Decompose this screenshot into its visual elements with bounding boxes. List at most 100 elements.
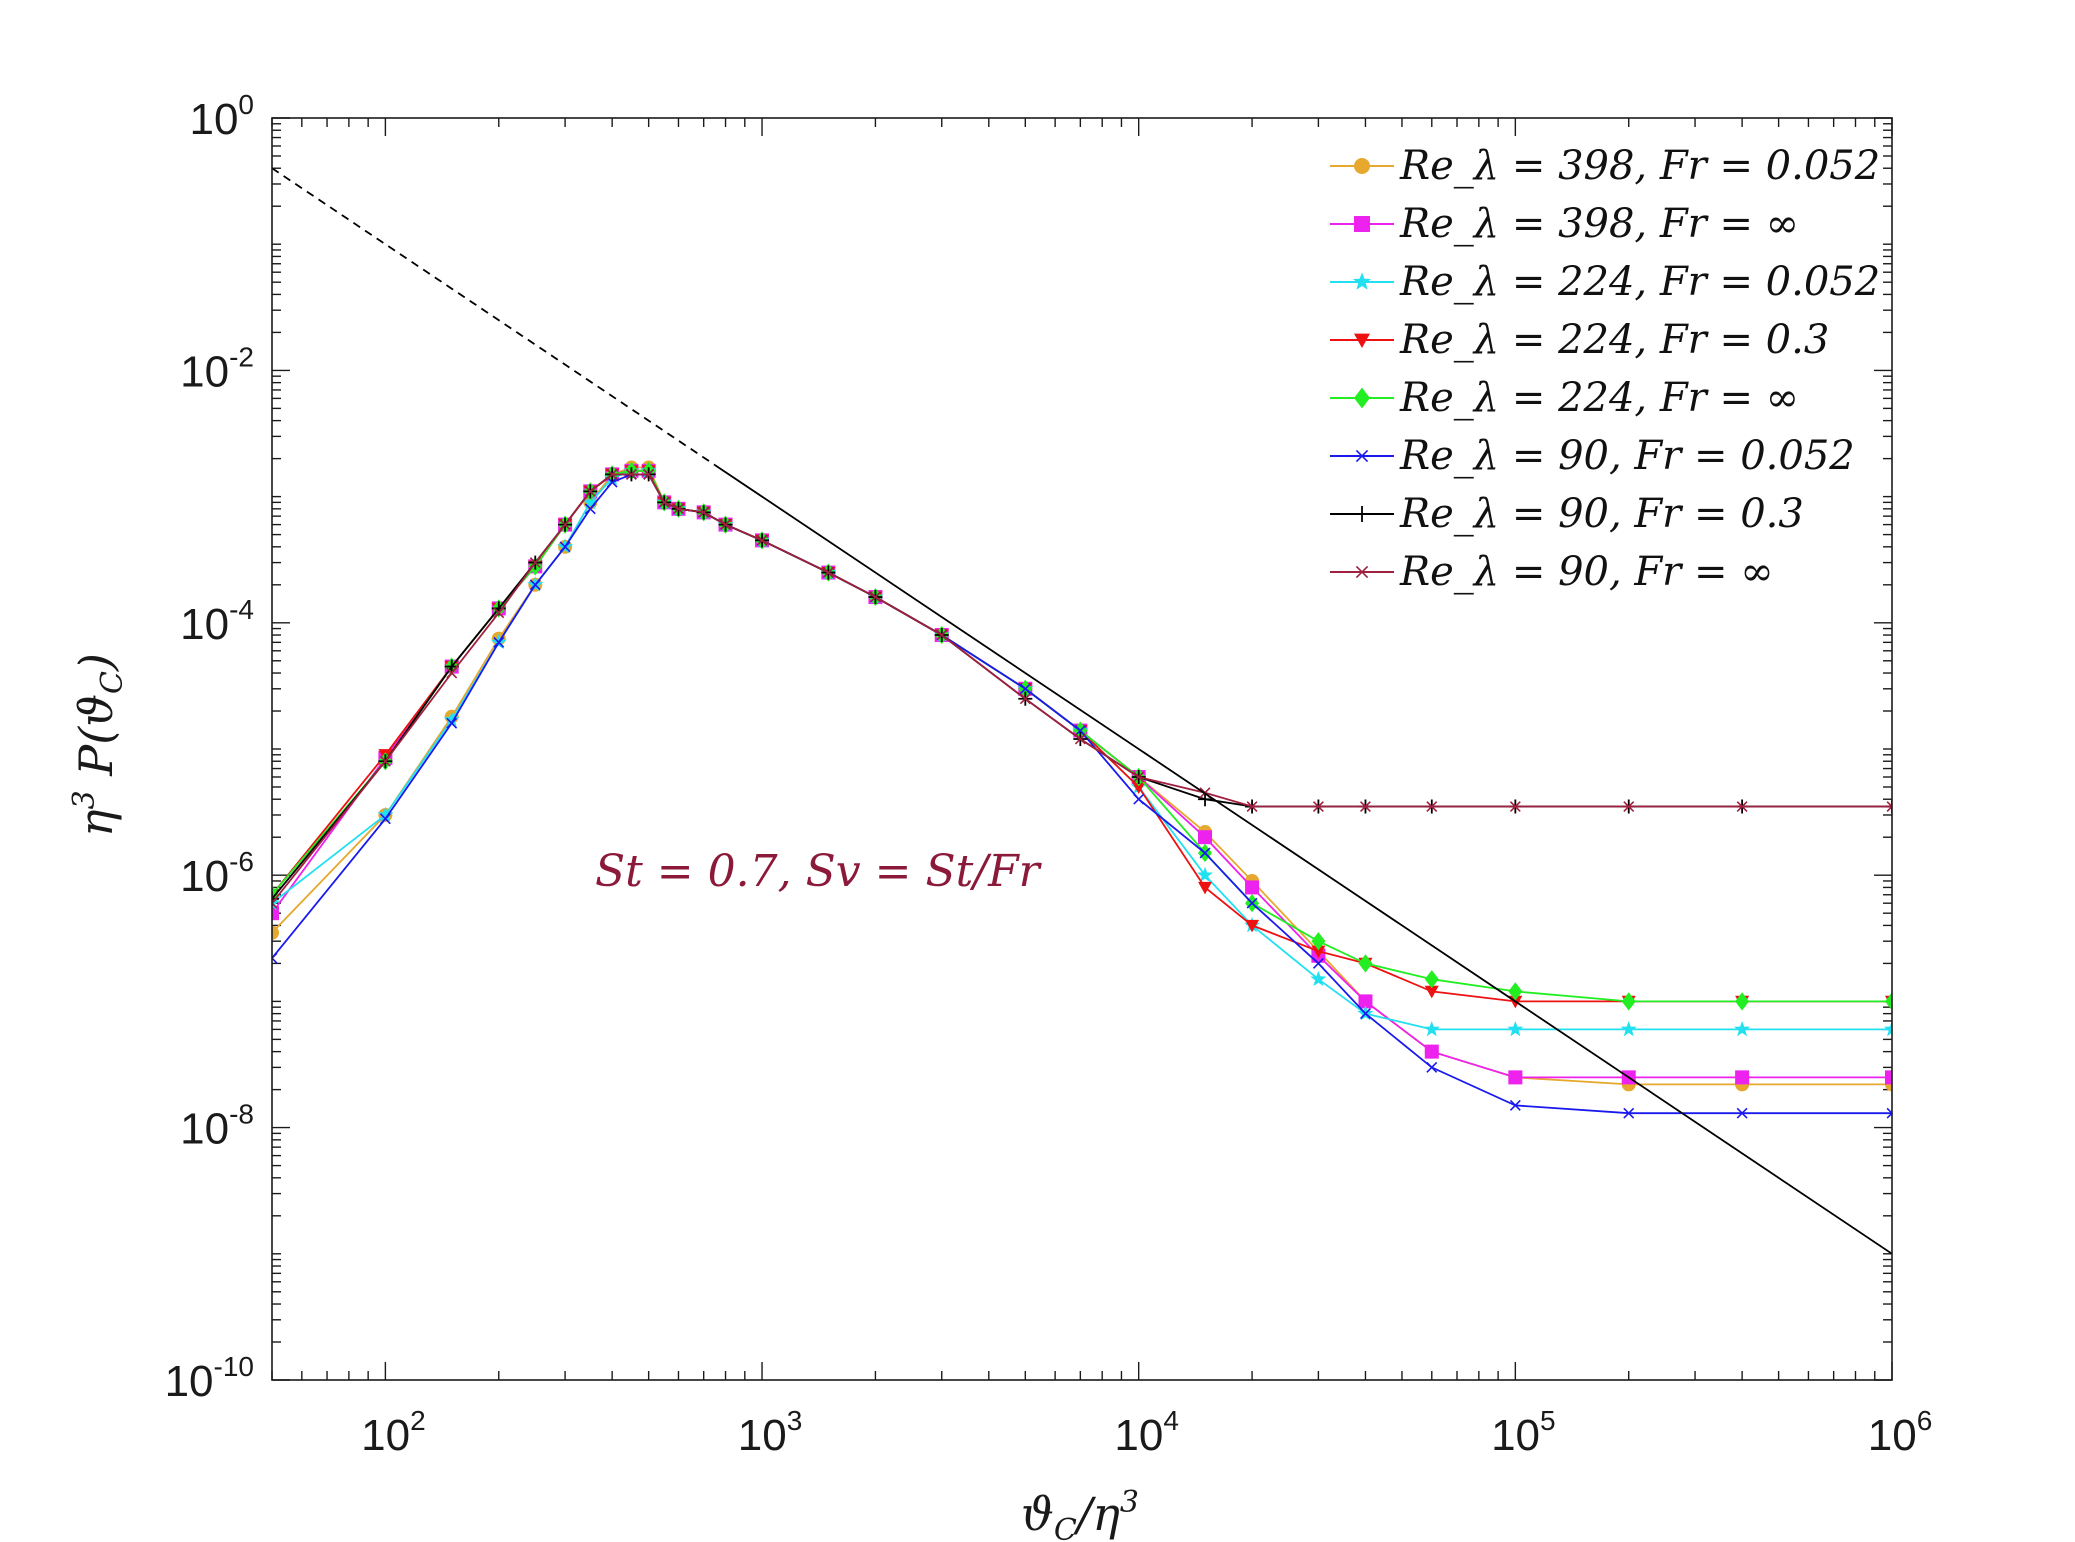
data-point — [822, 567, 834, 579]
data-point — [559, 519, 571, 531]
data-point — [1198, 830, 1213, 845]
legend-item: Re_λ = 90, Fr = 0.3 — [1330, 491, 1804, 537]
legend-label: Re_λ = 224, Fr = 0.052 — [1399, 259, 1880, 305]
data-point — [1620, 1021, 1637, 1037]
data-point — [1509, 801, 1521, 813]
data-point — [1133, 771, 1145, 783]
data-point — [1245, 919, 1260, 933]
data-point — [1133, 793, 1145, 805]
data-point — [272, 906, 279, 921]
data-point — [1885, 1070, 1892, 1085]
data-point — [1198, 792, 1213, 807]
data-point — [1197, 866, 1213, 882]
legend-swatch-marker — [1354, 216, 1370, 232]
series-line — [272, 473, 1892, 900]
y-tick-label: 100 — [189, 89, 254, 144]
legend-item: Re_λ = 224, Fr = ∞ — [1330, 375, 1799, 421]
x-axis-label: ϑC​/η3​ — [1021, 1485, 1139, 1542]
y-tick-label: 10-8 — [180, 1099, 254, 1154]
data-point — [1311, 932, 1326, 951]
y-tick-label: 10-10 — [165, 1351, 254, 1406]
data-point — [1736, 801, 1748, 813]
y-tick-labels: 100 10-2 10-4 10-6 10-8 10-10 — [165, 89, 254, 1406]
data-point — [1019, 683, 1031, 695]
data-point — [658, 496, 670, 508]
x-tick-label: 103 — [738, 1405, 803, 1460]
legend-swatch-marker — [1354, 387, 1370, 409]
data-point — [272, 925, 279, 940]
data-point — [625, 468, 637, 480]
legend-label: Re_λ = 90, Fr = 0.052 — [1399, 433, 1855, 479]
data-point — [1074, 725, 1086, 737]
data-point — [584, 503, 596, 515]
data-point — [582, 494, 599, 510]
legend-item: Re_λ = 90, Fr = 0.052 — [1330, 433, 1855, 479]
legend-label: Re_λ = 398, Fr = ∞ — [1399, 201, 1799, 247]
data-point — [1312, 801, 1324, 813]
y-tick-label: 10-6 — [180, 846, 254, 901]
legend-item: Re_λ = 398, Fr = ∞ — [1330, 201, 1799, 247]
data-point — [643, 468, 655, 480]
legend-swatch-marker — [1354, 506, 1370, 522]
data-point — [1886, 1107, 1892, 1119]
data-point — [1074, 733, 1086, 745]
series-8 — [272, 468, 1892, 909]
data-point — [869, 591, 881, 603]
data-point — [446, 717, 458, 729]
data-point — [377, 806, 394, 822]
data-point — [1246, 801, 1258, 813]
legend-swatch-marker — [1355, 449, 1369, 463]
data-point — [1131, 781, 1146, 794]
legend-label: Re_λ = 224, Fr = 0.3 — [1399, 317, 1829, 363]
data-point — [1246, 897, 1258, 909]
data-point — [1359, 801, 1371, 813]
data-point — [756, 534, 768, 546]
legend-label: Re_λ = 224, Fr = ∞ — [1399, 375, 1799, 421]
data-point — [1736, 1107, 1748, 1119]
data-point — [1359, 1008, 1371, 1020]
data-point — [936, 629, 948, 641]
data-point — [1508, 982, 1523, 1001]
data-point — [272, 897, 278, 909]
legend-label: Re_λ = 398, Fr = 0.052 — [1399, 143, 1880, 189]
data-point — [529, 557, 541, 569]
data-point — [1312, 957, 1324, 969]
x-tick-label: 102 — [361, 1405, 426, 1460]
plot-frame — [271, 117, 1893, 1381]
legend-swatch-marker — [1354, 333, 1370, 348]
data-point — [606, 476, 618, 488]
data-point — [1507, 1021, 1524, 1037]
major-ticks — [272, 117, 1893, 1381]
data-point — [559, 541, 571, 553]
series-layer — [272, 167, 1892, 1255]
data-point — [1623, 801, 1635, 813]
data-point — [1426, 801, 1438, 813]
data-point — [1019, 693, 1031, 705]
data-point — [1734, 1021, 1751, 1037]
data-point — [1245, 880, 1260, 895]
data-point — [606, 468, 618, 480]
data-point — [1424, 1044, 1439, 1059]
legend: Re_λ = 398, Fr = 0.052 Re_λ = 398, Fr = ∞… — [1330, 143, 1880, 595]
data-point — [1735, 1070, 1750, 1085]
data-point — [1424, 985, 1439, 999]
data-point — [1198, 881, 1213, 895]
data-point — [379, 813, 391, 825]
data-point — [272, 952, 278, 964]
data-point — [493, 636, 505, 648]
data-point — [1509, 1099, 1521, 1111]
data-point — [1199, 847, 1211, 859]
x-tick-label: 104 — [1114, 1405, 1179, 1460]
series-5 — [272, 461, 1892, 1011]
data-point — [446, 667, 458, 679]
legend-swatch-marker — [1352, 272, 1372, 290]
data-point — [1886, 801, 1892, 813]
data-point — [1508, 1070, 1523, 1085]
legend-item: Re_λ = 398, Fr = 0.052 — [1330, 143, 1880, 189]
legend-swatch-marker — [1355, 565, 1369, 579]
minor-ticks — [271, 118, 1892, 1380]
data-point — [1885, 992, 1892, 1011]
data-point — [1623, 1107, 1635, 1119]
series-line — [272, 473, 1892, 904]
data-point — [1621, 992, 1636, 1011]
